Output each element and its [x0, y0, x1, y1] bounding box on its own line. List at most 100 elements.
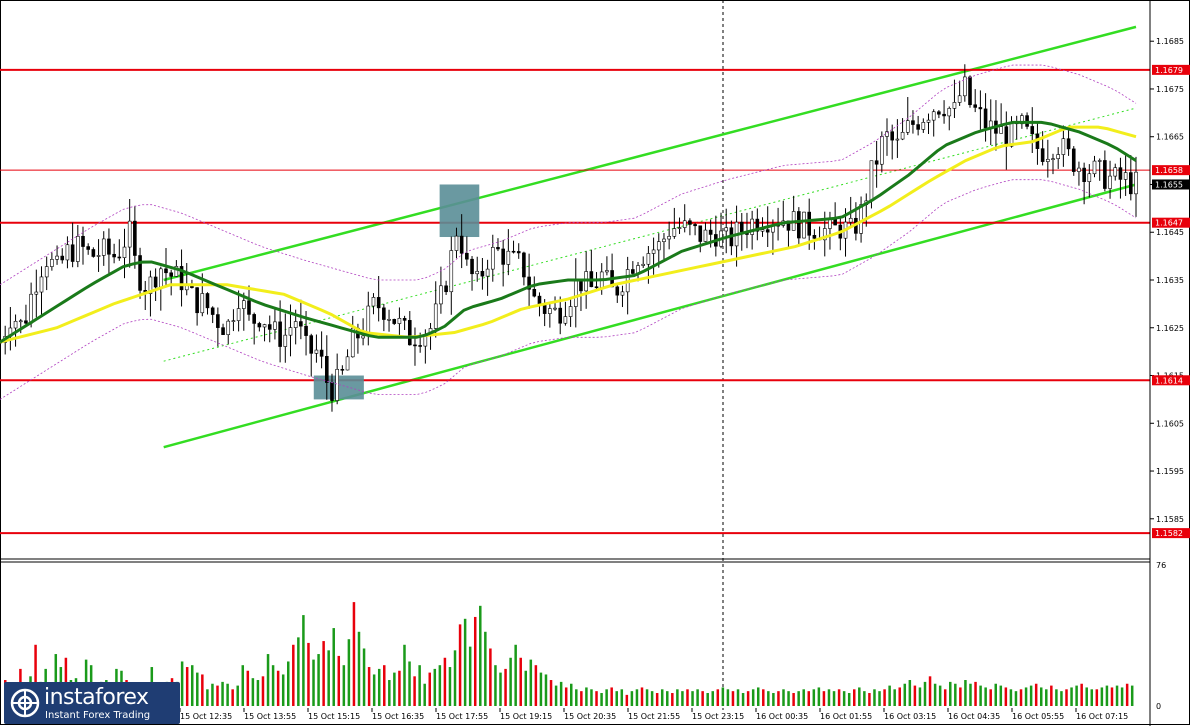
candle-body: [470, 258, 474, 275]
volume-bar: [736, 689, 740, 706]
candle: [1134, 156, 1138, 217]
candle-body: [947, 108, 952, 117]
candle: [273, 309, 277, 340]
candle-body: [532, 288, 537, 297]
candle-body: [407, 320, 412, 346]
candle-body: [387, 319, 391, 321]
candle-body: [392, 319, 397, 324]
candle-body: [70, 244, 75, 262]
volume-bar: [352, 602, 356, 706]
volume-bar: [1024, 687, 1028, 706]
candle-body: [216, 314, 220, 328]
candle-body: [444, 285, 448, 293]
candle-body: [376, 297, 381, 309]
volume-bar: [832, 691, 836, 706]
candle: [1087, 164, 1092, 198]
candle: [148, 270, 153, 317]
candle: [605, 256, 609, 276]
candle: [631, 261, 635, 276]
candle-body: [402, 318, 407, 321]
level-badge: [1152, 217, 1190, 228]
volume-bar: [418, 665, 421, 706]
candle-body: [39, 276, 44, 293]
time-tick-label: 15 Oct 13:55: [244, 712, 296, 721]
volume-bar: [64, 657, 68, 706]
price-tick-label: 1.1685: [1156, 37, 1184, 46]
volume-bar: [1085, 687, 1088, 706]
candle: [511, 240, 516, 254]
candle-body: [548, 308, 552, 314]
volume-bar: [34, 644, 37, 706]
candle: [205, 292, 210, 315]
price-tick-label: 1.1585: [1156, 515, 1184, 524]
candle-body: [667, 236, 671, 240]
candle-body: [869, 160, 874, 202]
price-tick-label: 1.1645: [1156, 228, 1184, 237]
volume-bar: [620, 689, 624, 706]
volume-bar: [453, 650, 457, 706]
candle: [475, 256, 480, 282]
candle: [444, 280, 448, 295]
time-tick-label: 16 Oct 05:55: [1012, 712, 1064, 721]
candle-body: [18, 320, 23, 323]
candle-body: [433, 303, 438, 329]
volume-bar: [362, 648, 366, 706]
candle: [324, 335, 329, 400]
candle: [885, 118, 889, 156]
candle-body: [138, 255, 142, 291]
volume-bar: [888, 685, 891, 706]
volume-bar: [529, 659, 533, 706]
candle-body: [65, 244, 70, 261]
volume-bar: [817, 687, 821, 706]
volume-bar: [655, 693, 659, 706]
candle-body: [1129, 172, 1133, 195]
candle: [184, 263, 189, 296]
candle: [112, 243, 116, 264]
volume-bar: [666, 691, 669, 706]
volume-bar: [1130, 685, 1134, 706]
candle-body: [283, 334, 288, 347]
volume-bar: [484, 631, 487, 706]
candle: [786, 220, 791, 249]
volume-bar: [716, 689, 720, 706]
candle-body: [568, 306, 573, 317]
candle-body: [361, 335, 365, 339]
volume-bar: [1090, 689, 1094, 706]
price-axis: 1.1685 1.1675 1.1665 1.1655 1.1645 1.1635 1.16…: [1149, 0, 1190, 726]
candle: [60, 248, 65, 264]
candle-body: [262, 324, 267, 328]
candle: [662, 233, 666, 261]
candle-body: [527, 276, 531, 290]
candle-body: [563, 316, 568, 324]
time-tick-label: 15 Oct 19:15: [500, 712, 552, 721]
price-tick-label: 1.1605: [1156, 419, 1184, 428]
volume-bar: [271, 665, 275, 706]
volume-bar: [711, 691, 714, 706]
candle: [522, 251, 526, 286]
time-tick-label: 15 Oct 21:55: [628, 712, 680, 721]
volume-bar: [1065, 689, 1068, 706]
volume-bar: [1004, 687, 1008, 706]
level-label: 1.1658: [1155, 166, 1183, 175]
candle: [942, 100, 946, 124]
candle-body: [288, 327, 293, 336]
candle-body: [797, 211, 801, 239]
volume-bar: [473, 616, 477, 706]
candle-body: [335, 368, 339, 401]
volume-bar: [938, 685, 942, 706]
candle-body: [900, 131, 905, 140]
candle: [755, 208, 760, 241]
candle: [226, 319, 231, 345]
candle-body: [1040, 148, 1045, 162]
candle-body: [122, 246, 127, 258]
channel-mid-line: [163, 107, 1137, 362]
volume-bar: [676, 689, 679, 706]
candle-body: [1108, 175, 1112, 189]
candle-body: [615, 286, 620, 296]
candle: [501, 239, 505, 287]
candle-body: [164, 268, 168, 274]
candle: [1108, 160, 1112, 199]
candle: [490, 234, 495, 282]
